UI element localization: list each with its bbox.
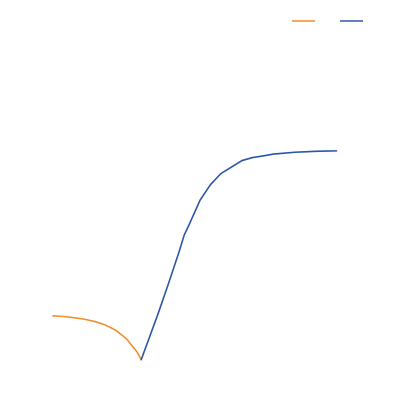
series-line-1: [52, 315, 142, 361]
series-line-2: [140, 150, 338, 361]
plot-area: [52, 150, 338, 361]
